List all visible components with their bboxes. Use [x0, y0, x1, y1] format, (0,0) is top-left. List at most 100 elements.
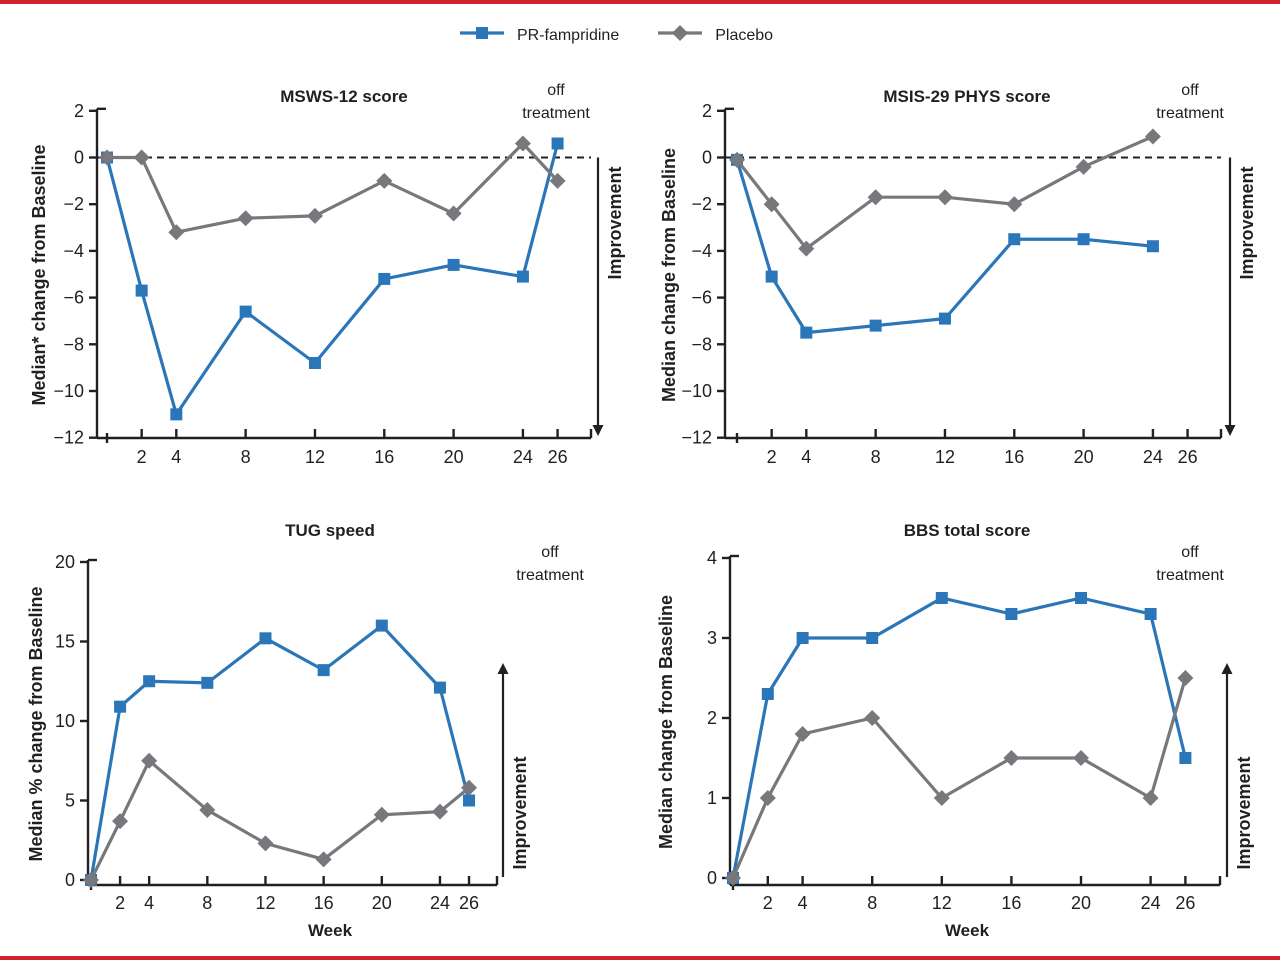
x-tick-label: 16: [314, 893, 334, 913]
improvement-arrow: [1221, 663, 1233, 877]
y-tick-label: −4: [691, 241, 712, 261]
y-tick-label: −6: [691, 288, 712, 308]
off-treatment-label: treatment: [1156, 105, 1224, 122]
data-marker-pr-fampridine: [761, 688, 774, 700]
x-tick-label: 8: [871, 447, 881, 467]
x-tick-label: 24: [1143, 447, 1163, 467]
x-tick-label: 24: [1141, 893, 1161, 913]
data-marker-placebo: [794, 726, 811, 742]
legend-label-placebo: Placebo: [715, 26, 774, 44]
top-rule: [0, 0, 1280, 4]
off-treatment-label: off: [541, 544, 559, 561]
x-tick-label: 2: [767, 447, 777, 467]
axes: [80, 558, 499, 890]
y-tick-label: 1: [707, 788, 717, 808]
data-marker-pr-fampridine: [447, 258, 460, 271]
data-marker-placebo: [763, 196, 780, 213]
data-marker-placebo: [864, 710, 881, 726]
data-marker-pr-fampridine: [114, 700, 127, 713]
data-marker-placebo: [759, 790, 776, 806]
legend-item-pr-fampridine: PR-fampridine: [459, 24, 619, 47]
x-tick-label: 26: [1175, 893, 1195, 913]
series-line-pr-fampridine: [735, 159, 1154, 335]
x-tick-label: 4: [798, 893, 808, 913]
y-tick-label: 0: [65, 870, 75, 890]
x-tick-label: 16: [374, 447, 394, 467]
data-marker-placebo: [99, 149, 115, 166]
data-marker-placebo: [141, 752, 158, 769]
data-marker-placebo: [798, 240, 815, 257]
data-marker-placebo: [1142, 790, 1159, 806]
data-marker-pr-fampridine: [1179, 752, 1192, 764]
tick-labels: 2 4 8 12 16 20 24 26 20 15 10 5 0: [55, 552, 479, 913]
data-marker-pr-fampridine: [938, 312, 951, 325]
x-tick-label: 20: [1074, 447, 1094, 467]
y-tick-label: 10: [55, 711, 75, 731]
improvement-label: Improvement: [1234, 756, 1254, 869]
series-line-placebo: [89, 758, 471, 881]
x-tick-label: 16: [1001, 893, 1021, 913]
x-tick-label: 20: [1071, 893, 1091, 913]
data-marker-pr-fampridine: [201, 676, 214, 689]
data-marker-pr-fampridine: [1146, 240, 1159, 253]
square-marker-icon: [459, 24, 505, 47]
off-treatment-label: off: [1181, 544, 1199, 561]
off-treatment-label: treatment: [516, 567, 584, 584]
y-tick-label: 4: [707, 548, 717, 568]
y-tick-label: −6: [63, 288, 84, 308]
data-marker-pr-fampridine: [375, 619, 388, 632]
data-marker-pr-fampridine: [317, 664, 330, 677]
x-tick-label: 2: [137, 447, 147, 467]
data-marker-placebo: [168, 224, 185, 241]
data-marker-placebo: [376, 172, 393, 189]
data-marker-placebo: [315, 851, 332, 868]
data-marker-placebo: [445, 205, 462, 222]
axes: [717, 107, 1223, 443]
x-axis-label: Week: [308, 921, 353, 940]
data-marker-pr-fampridine: [1005, 608, 1018, 620]
data-marker-placebo: [1144, 128, 1161, 145]
data-marker-pr-fampridine: [135, 284, 148, 297]
data-marker-pr-fampridine: [796, 632, 809, 644]
y-tick-label: 2: [702, 101, 712, 121]
data-marker-placebo: [133, 149, 150, 166]
data-marker-placebo: [199, 802, 216, 819]
y-axis-label: Median % change from Baseline: [26, 586, 46, 861]
x-tick-label: 26: [548, 447, 568, 467]
series-line-placebo: [731, 677, 1187, 879]
x-tick-label: 20: [444, 447, 464, 467]
y-tick-label: 15: [55, 632, 75, 652]
x-axis-label: Week: [945, 921, 990, 940]
y-tick-label: −8: [63, 334, 84, 354]
data-marker-pr-fampridine: [800, 326, 813, 339]
data-marker-placebo: [514, 135, 531, 152]
data-marker-placebo: [549, 172, 566, 189]
y-tick-label: −10: [53, 381, 84, 401]
square-marker-icon: [459, 27, 504, 39]
legend: PR-fampridine Placebo: [0, 24, 1256, 47]
data-marker-pr-fampridine: [433, 681, 446, 694]
data-marker-placebo: [112, 813, 129, 830]
data-marker-placebo: [729, 151, 745, 168]
panel-tug-chart: 2 4 8 12 16 20 24 26 20 15 10 5 0 TUG speed Median % c…: [26, 521, 584, 940]
data-marker-pr-fampridine: [1077, 233, 1090, 246]
x-tick-label: 24: [430, 893, 450, 913]
data-marker-pr-fampridine: [308, 356, 321, 369]
y-axis-label: Median* change from Baseline: [29, 144, 49, 405]
off-treatment-label: off: [547, 82, 565, 99]
x-tick-label: 4: [801, 447, 811, 467]
series-line-placebo: [735, 135, 1154, 251]
y-tick-label: −2: [691, 194, 712, 214]
data-marker-placebo: [1003, 750, 1020, 766]
x-tick-label: 2: [115, 893, 125, 913]
data-marker-pr-fampridine: [259, 632, 272, 645]
x-tick-label: 2: [763, 893, 773, 913]
y-tick-label: 5: [65, 791, 75, 811]
chart-title: BBS total score: [904, 521, 1031, 540]
x-tick-label: 26: [459, 893, 479, 913]
data-marker-pr-fampridine: [551, 137, 564, 150]
improvement-label: Improvement: [605, 166, 625, 279]
data-marker-pr-fampridine: [1075, 592, 1087, 604]
